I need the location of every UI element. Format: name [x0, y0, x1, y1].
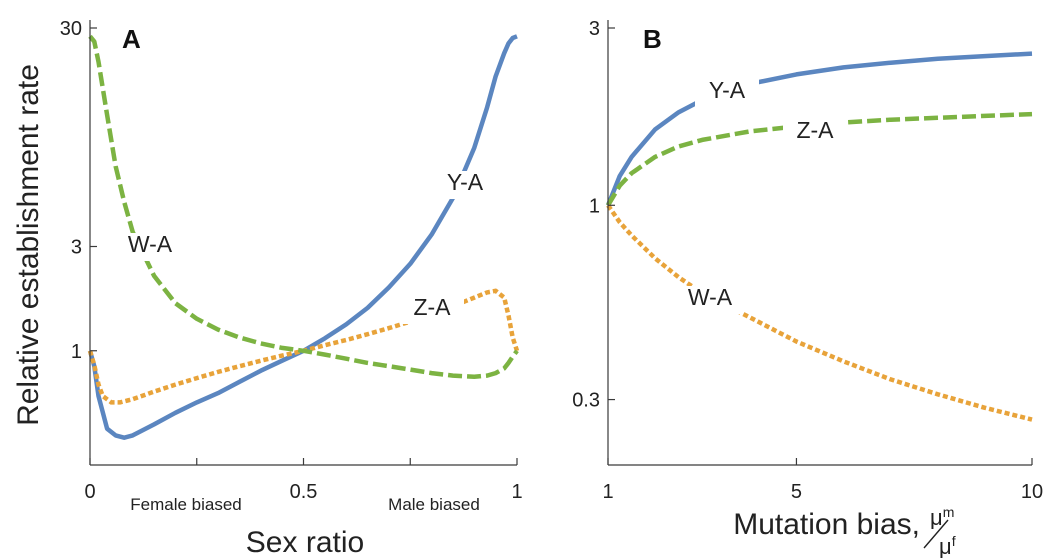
series-label-background — [400, 296, 464, 324]
mutation-bias-numerator: μm — [930, 504, 954, 530]
series-label-w-a: W-A — [128, 231, 173, 257]
series-label-background — [433, 171, 497, 199]
y-tick-label: 3 — [71, 237, 82, 259]
mutation-bias-fraction-bar — [923, 519, 949, 549]
x-tick-label: 5 — [791, 481, 802, 503]
annotation-female-biased: Female biased — [130, 495, 242, 514]
panel-a-series — [87, 34, 520, 440]
y-tick-label: 1 — [589, 195, 600, 217]
series-w-a-line — [606, 204, 1033, 422]
panel-b-letter: B — [643, 24, 662, 54]
panel-b-series — [605, 51, 1033, 422]
panel-b-axes: 1 5 10 0.3 1 3 — [572, 18, 1043, 503]
panel-b-series-labels: Y-A Z-A W-A — [678, 77, 847, 314]
panel-a-series-labels: Y-A Z-A W-A — [118, 169, 497, 324]
panel-b: B Y-A Z-A W-A 1 5 10 0.3 1 3 Mutation bias, μm … — [572, 18, 1043, 558]
panel-b-x-axis-title-text: Mutation bias, — [733, 508, 920, 541]
panel-a: A Y-A Z-A W-A 0 0.5 1 1 3 30 Female biased Male… — [12, 18, 523, 558]
x-tick-label: 10 — [1021, 481, 1043, 503]
panel-a-y-axis-title: Relative establishment rate — [12, 64, 45, 426]
y-tick-label: 30 — [60, 18, 82, 40]
series-label-background — [678, 286, 742, 314]
mutation-bias-denominator: μf — [939, 533, 956, 558]
panel-a-axes: 0 0.5 1 1 3 30 — [60, 18, 523, 503]
series-label-z-a: Z-A — [796, 117, 834, 143]
series-label-background — [118, 233, 182, 261]
panel-a-letter: A — [122, 24, 141, 54]
series-label-z-a: Z-A — [413, 294, 451, 320]
x-tick-label: 1 — [602, 481, 613, 503]
y-tick-label: 0.3 — [572, 390, 600, 412]
series-label-w-a: W-A — [688, 284, 733, 310]
series-w-a-line — [88, 34, 519, 380]
y-tick-label: 3 — [589, 18, 600, 40]
x-tick-label: 0 — [84, 481, 95, 503]
series-label-y-a: Y-A — [709, 77, 746, 103]
x-tick-label: 1 — [511, 481, 522, 503]
annotation-male-biased: Male biased — [388, 495, 480, 514]
series-z-a-line — [606, 111, 1033, 207]
panel-b-x-axis-title: Mutation bias, μm μf — [733, 504, 955, 558]
series-label-y-a: Y-A — [447, 169, 484, 195]
panel-a-x-axis-title: Sex ratio — [246, 526, 364, 558]
y-tick-label: 1 — [71, 341, 82, 363]
series-label-background — [783, 119, 847, 147]
x-tick-label: 0.5 — [290, 481, 318, 503]
series-label-background — [695, 79, 759, 107]
